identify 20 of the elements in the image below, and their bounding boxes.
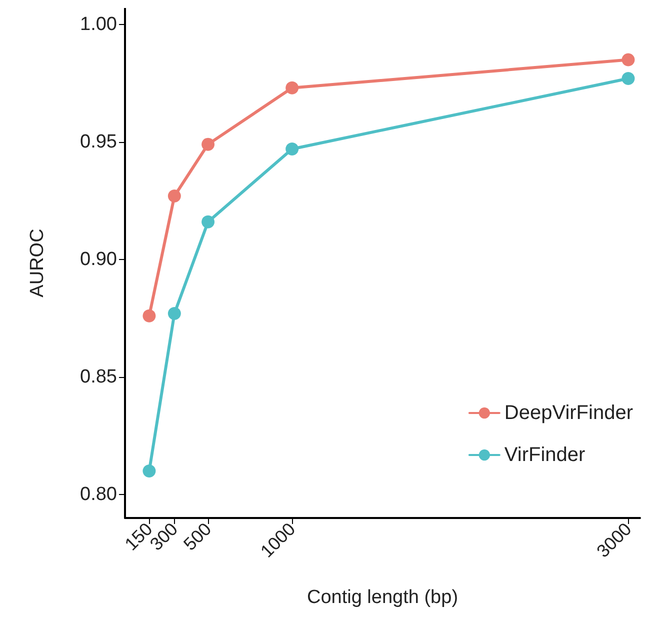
- point: [622, 72, 635, 86]
- point: [202, 138, 215, 151]
- x-axis-title: Contig length (bp): [306, 587, 458, 608]
- legend-label: VirFinder: [504, 444, 586, 466]
- point: [168, 307, 181, 320]
- point: [202, 215, 215, 228]
- point: [286, 142, 299, 156]
- legend-label: DeepVirFinder: [504, 402, 634, 424]
- y-tick-label: 0.85: [80, 366, 117, 388]
- point: [142, 309, 156, 322]
- point: [286, 81, 299, 94]
- y-tick-label: 0.80: [80, 484, 117, 505]
- point: [622, 53, 635, 66]
- y-tick-label: 1.00: [80, 14, 117, 35]
- y-tick-label: 0.95: [80, 131, 117, 152]
- point: [142, 464, 156, 478]
- x-tick-label: 500: [180, 518, 216, 554]
- y-tick-label: 0.90: [80, 248, 117, 270]
- y-axis-title: AUROC: [27, 228, 48, 298]
- point: [168, 190, 181, 203]
